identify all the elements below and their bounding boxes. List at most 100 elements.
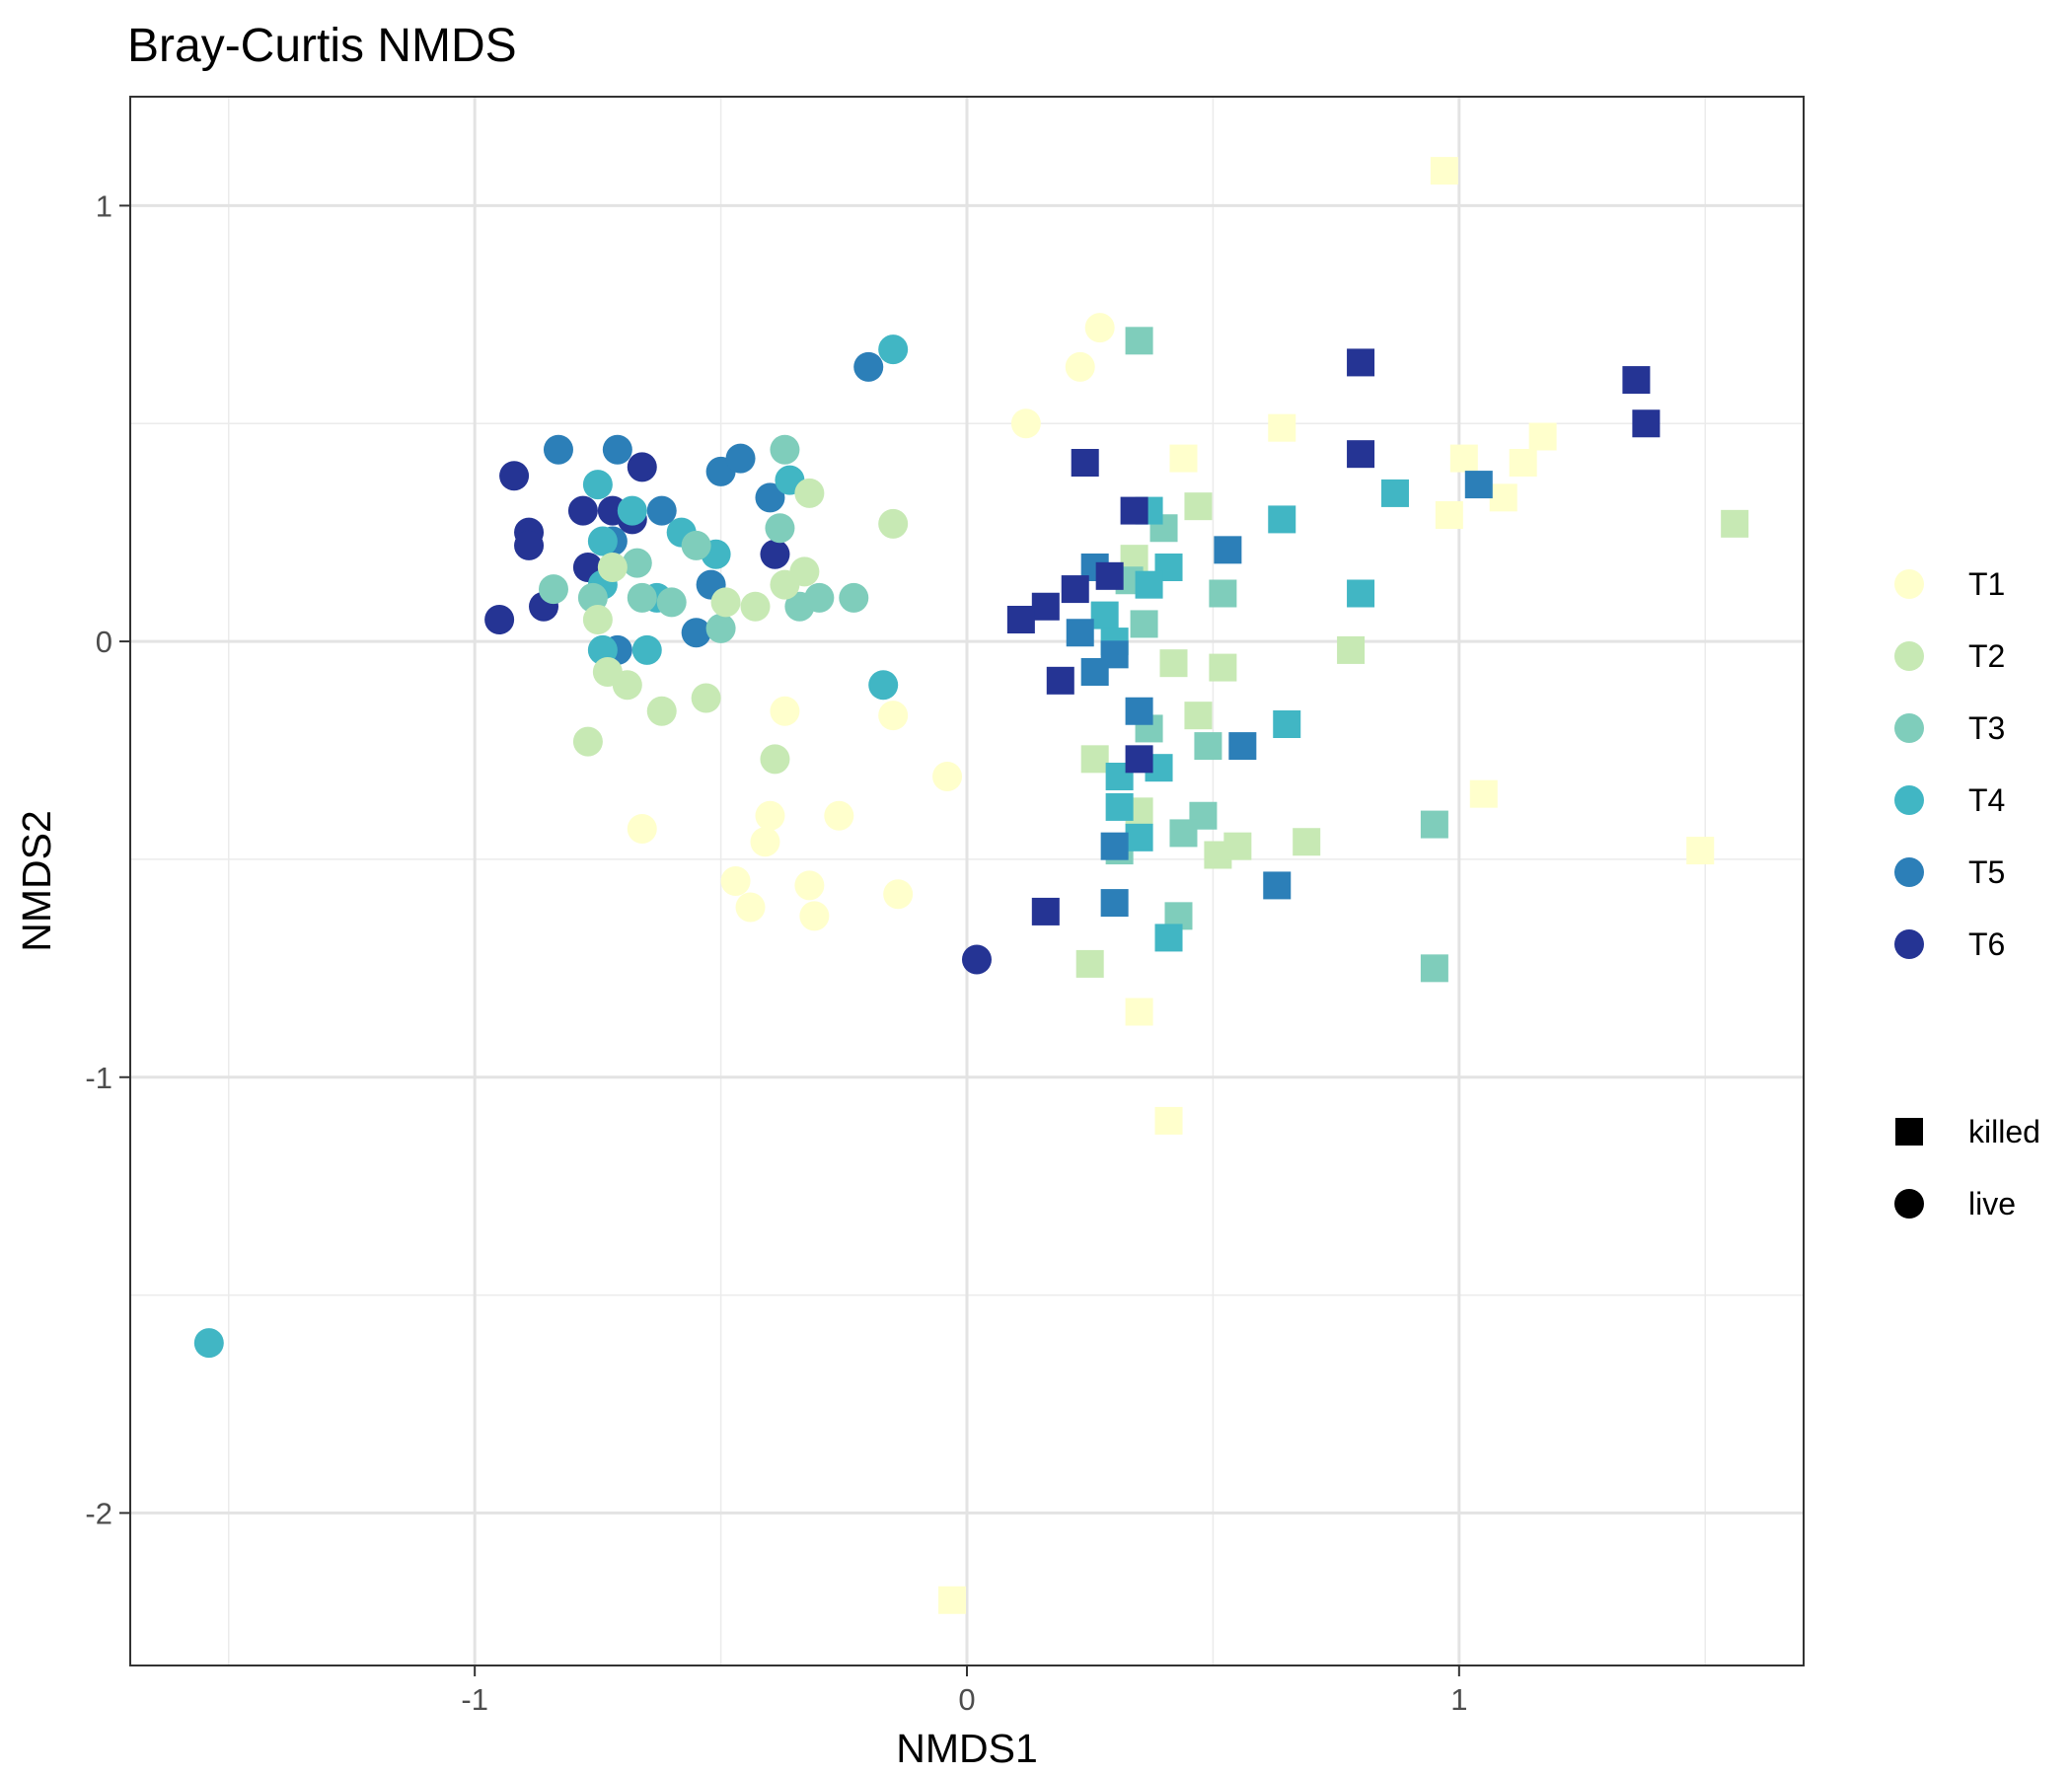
data-point-killed bbox=[1184, 702, 1213, 730]
data-point-live bbox=[720, 866, 751, 896]
legend-label-live: live bbox=[1968, 1186, 2016, 1221]
data-point-killed bbox=[1430, 157, 1458, 185]
data-point-live bbox=[627, 582, 657, 613]
data-points bbox=[193, 157, 1749, 1614]
y-tick-label: -1 bbox=[85, 1061, 112, 1095]
data-point-live bbox=[1010, 408, 1041, 439]
data-point-live bbox=[770, 696, 800, 726]
data-point-killed bbox=[1154, 1106, 1183, 1135]
data-point-live bbox=[740, 591, 771, 622]
data-point-live bbox=[878, 508, 909, 539]
legend-key-live bbox=[1894, 1189, 1924, 1219]
data-point-live bbox=[705, 613, 736, 643]
data-point-live bbox=[484, 605, 515, 634]
data-point-killed bbox=[1130, 610, 1158, 638]
data-point-live bbox=[755, 800, 785, 831]
data-point-live bbox=[868, 670, 899, 701]
data-point-live bbox=[794, 870, 825, 901]
data-point-live bbox=[824, 800, 854, 831]
data-point-killed bbox=[1090, 601, 1119, 629]
data-point-killed bbox=[1293, 828, 1321, 856]
data-point-live bbox=[755, 482, 785, 513]
data-point-live bbox=[794, 478, 825, 508]
data-point-live bbox=[567, 495, 598, 526]
data-point-killed bbox=[938, 1586, 967, 1614]
data-point-killed bbox=[1125, 327, 1153, 355]
grid-lines bbox=[130, 97, 1804, 1665]
legend-label-t2: T2 bbox=[1968, 638, 2005, 674]
data-point-killed bbox=[1031, 897, 1060, 925]
data-point-live bbox=[514, 530, 545, 560]
data-point-live bbox=[878, 334, 909, 365]
x-tick-label: -1 bbox=[461, 1682, 488, 1717]
data-point-live bbox=[760, 744, 790, 775]
data-point-killed bbox=[1214, 536, 1242, 564]
data-point-killed bbox=[1528, 422, 1557, 451]
data-point-killed bbox=[1420, 810, 1448, 839]
data-point-killed bbox=[1622, 366, 1651, 395]
data-point-killed bbox=[1380, 479, 1409, 507]
data-point-killed bbox=[1105, 792, 1134, 821]
axes: -1 0 1 1 0 -1 -2 bbox=[85, 188, 1467, 1717]
data-point-killed bbox=[1075, 949, 1104, 978]
data-point-killed bbox=[1194, 732, 1222, 761]
legend-key-t6 bbox=[1894, 929, 1924, 959]
data-point-killed bbox=[1223, 832, 1252, 860]
data-point-live bbox=[710, 587, 741, 618]
data-point-killed bbox=[1268, 413, 1296, 442]
data-point-killed bbox=[1169, 444, 1198, 473]
data-point-live bbox=[725, 443, 756, 474]
data-point-killed bbox=[1125, 697, 1153, 725]
y-tick-label: 1 bbox=[96, 188, 112, 223]
data-point-killed bbox=[1080, 745, 1109, 774]
data-point-live bbox=[538, 574, 568, 605]
y-tick-label: -2 bbox=[85, 1496, 112, 1530]
data-point-killed bbox=[1169, 819, 1198, 848]
data-point-killed bbox=[1066, 619, 1094, 647]
data-point-live bbox=[961, 944, 992, 975]
x-axis-title: NMDS1 bbox=[896, 1726, 1038, 1771]
legend-key-t2 bbox=[1894, 641, 1924, 671]
data-point-live bbox=[853, 351, 884, 382]
data-point-killed bbox=[1347, 440, 1375, 469]
data-point-killed bbox=[1209, 579, 1237, 608]
data-point-killed bbox=[1031, 592, 1060, 621]
legend-label-t3: T3 bbox=[1968, 710, 2005, 746]
data-point-killed bbox=[1228, 732, 1257, 761]
data-point-live bbox=[622, 548, 652, 578]
data-point-live bbox=[883, 879, 914, 910]
data-point-live bbox=[656, 587, 687, 618]
data-point-live bbox=[765, 513, 795, 544]
legend: T1 T2 T3 T4 T5 T6 killed live bbox=[1894, 566, 2040, 1221]
data-point-live bbox=[617, 495, 647, 526]
legend-label-t4: T4 bbox=[1968, 782, 2005, 818]
x-tick-label: 0 bbox=[958, 1682, 975, 1717]
data-point-live bbox=[681, 618, 711, 648]
data-point-killed bbox=[1721, 509, 1749, 538]
data-point-killed bbox=[1120, 496, 1148, 525]
data-point-killed bbox=[1469, 779, 1498, 808]
data-point-killed bbox=[1268, 505, 1296, 534]
data-point-killed bbox=[1100, 889, 1129, 918]
legend-key-t3 bbox=[1894, 713, 1924, 743]
data-point-killed bbox=[1686, 837, 1715, 865]
data-point-live bbox=[612, 670, 642, 701]
data-point-live bbox=[804, 582, 835, 613]
data-point-live bbox=[646, 696, 677, 726]
data-point-killed bbox=[1347, 348, 1375, 377]
y-tick-label: 0 bbox=[96, 625, 112, 659]
data-point-live bbox=[499, 461, 530, 491]
data-point-live bbox=[770, 434, 800, 465]
data-point-live bbox=[631, 634, 662, 665]
data-point-killed bbox=[1489, 483, 1517, 512]
data-point-killed bbox=[1100, 832, 1129, 860]
data-point-killed bbox=[1071, 449, 1099, 477]
data-point-live bbox=[193, 1328, 224, 1359]
data-point-live bbox=[789, 556, 820, 587]
data-point-live bbox=[839, 582, 869, 613]
data-point-live bbox=[681, 530, 711, 560]
data-point-killed bbox=[1135, 570, 1163, 599]
data-point-live bbox=[760, 539, 790, 569]
chart-title: Bray-Curtis NMDS bbox=[127, 20, 517, 72]
